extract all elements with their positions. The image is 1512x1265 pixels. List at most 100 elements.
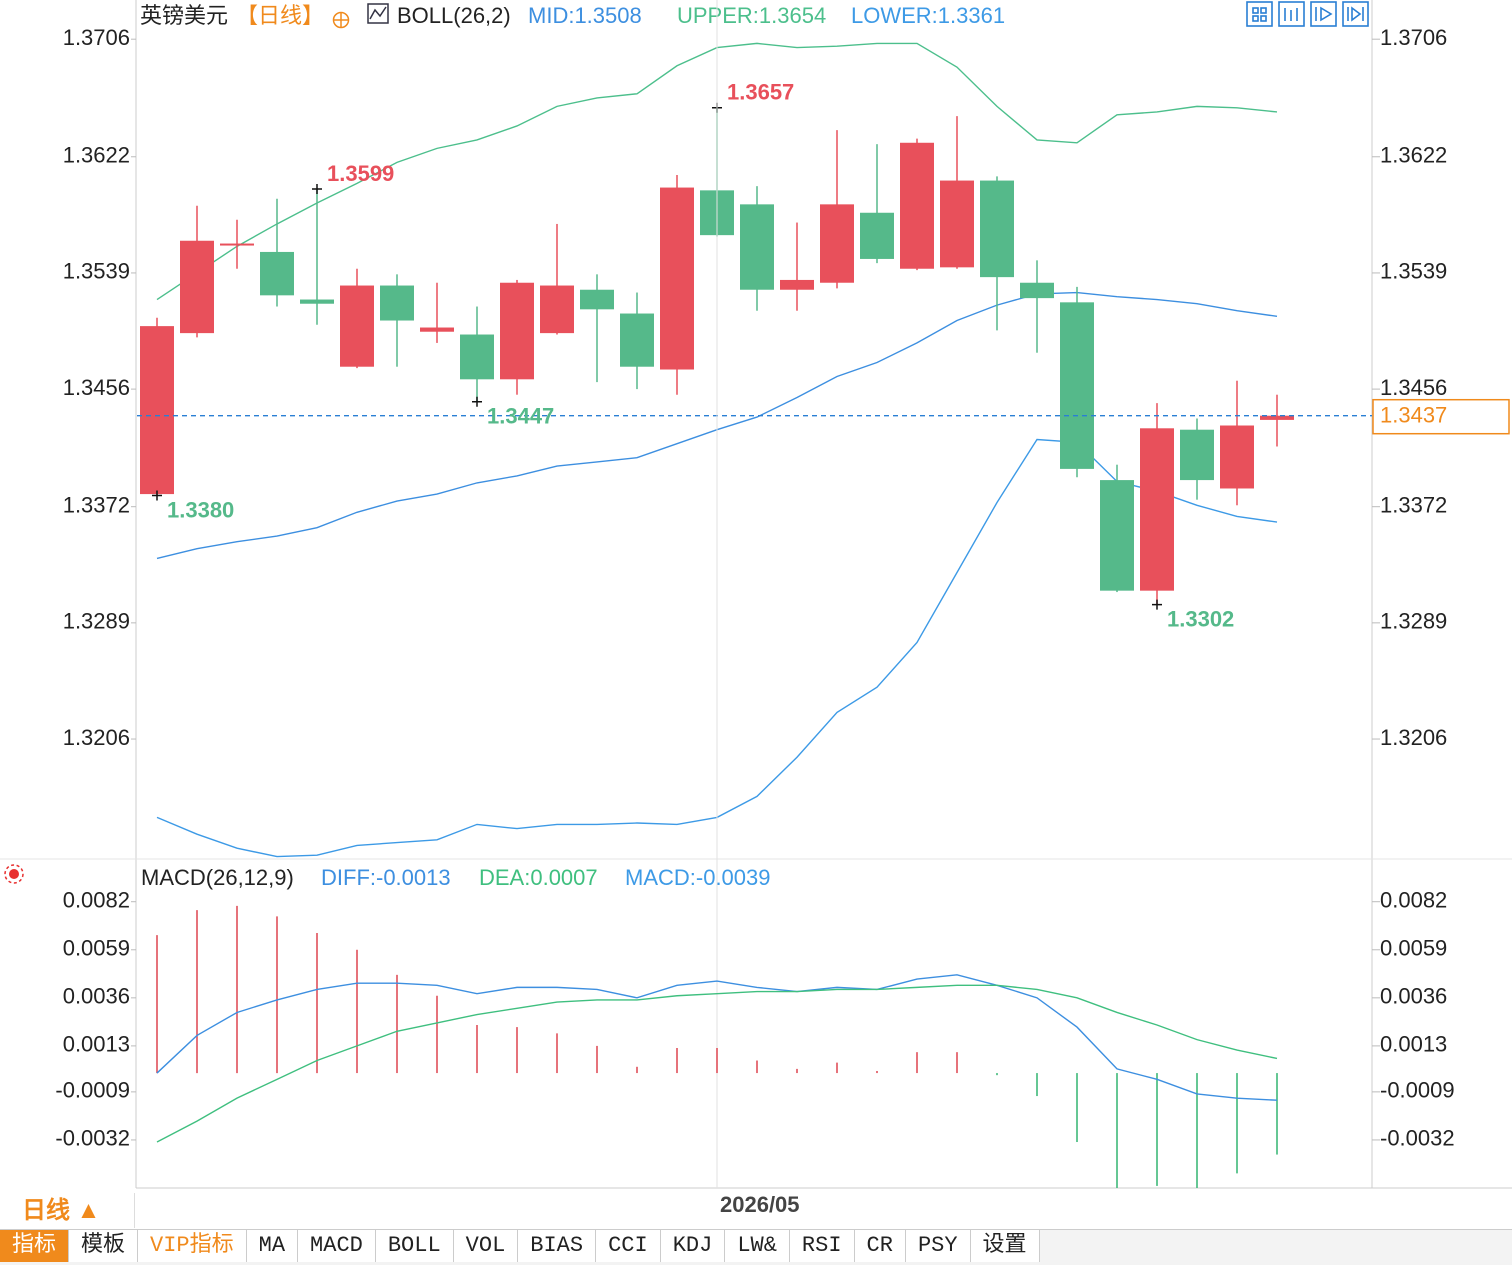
candle-body: [860, 212, 894, 259]
y-tick-label: 1.3289: [63, 609, 130, 634]
candle-body: [500, 282, 534, 380]
indicator-icon[interactable]: [367, 3, 389, 24]
indicator-title: BOLL(26,2): [397, 3, 511, 28]
legend-entry: UPPER:1.3654: [677, 3, 826, 28]
legend-entry: DIFF:-0.0013: [321, 865, 451, 890]
candle-body: [980, 180, 1014, 278]
legend-entry: MACD:-0.0039: [625, 865, 771, 890]
tab[interactable]: BIAS: [518, 1230, 597, 1262]
current-price-label: 1.3437: [1380, 403, 1447, 428]
y-tick-label-right: 1.3539: [1380, 259, 1447, 284]
y-tick-label: 0.0059: [63, 936, 130, 961]
tab[interactable]: RSI: [789, 1230, 855, 1262]
indicator-line: [156, 984, 1278, 1143]
y-tick-label: 1.3622: [63, 143, 130, 168]
y-tick-label-right: 1.3706: [1380, 25, 1447, 50]
extreme-marker: [1152, 599, 1162, 610]
tab[interactable]: MA: [246, 1230, 299, 1262]
extreme-marker: [312, 183, 322, 194]
extreme-label: 1.3447: [487, 404, 554, 429]
toolbar-icons[interactable]: [1246, 1, 1369, 27]
candle-body: [340, 285, 374, 367]
indicator-line: [156, 974, 1278, 1101]
candle-body: [780, 279, 814, 290]
candle-body: [740, 204, 774, 290]
candle-body: [300, 299, 334, 304]
legend-entry: DEA:0.0007: [479, 865, 598, 890]
extreme-label: 1.3302: [1167, 606, 1234, 631]
legend-entry: LOWER:1.3361: [851, 3, 1005, 28]
y-tick-label-right: 0.0059: [1380, 936, 1447, 961]
candle-body: [1060, 302, 1094, 469]
y-tick-label-right: 1.3206: [1380, 725, 1447, 750]
y-tick-label-right: -0.0009: [1380, 1078, 1455, 1103]
y-tick-label: 0.0082: [63, 888, 130, 913]
candle-body: [460, 334, 494, 380]
candle-body: [1020, 282, 1054, 299]
y-tick-label-right: 1.3289: [1380, 609, 1447, 634]
y-tick-label: 1.3372: [63, 492, 130, 517]
candle-body: [900, 142, 934, 269]
extreme-label: 1.3599: [327, 161, 394, 186]
candle-body: [180, 240, 214, 334]
y-tick-label: 1.3456: [63, 375, 130, 400]
tab[interactable]: CCI: [596, 1230, 661, 1262]
y-tick-label-right: 1.3622: [1380, 143, 1447, 168]
y-tick-label: 1.3706: [63, 25, 130, 50]
candle-body: [1260, 415, 1294, 420]
extreme-label: 1.3380: [167, 497, 234, 522]
candle-body: [220, 243, 254, 246]
tab[interactable]: VOL: [453, 1230, 519, 1262]
tab[interactable]: 指标: [0, 1230, 70, 1262]
extreme-marker: [472, 396, 482, 407]
tab[interactable]: KDJ: [660, 1230, 726, 1262]
extreme-marker: [152, 490, 162, 501]
tab[interactable]: VIP指标: [138, 1230, 247, 1262]
y-tick-label: 1.3539: [63, 259, 130, 284]
macd-title: MACD(26,12,9): [141, 865, 294, 890]
candle-body: [380, 285, 414, 321]
candle-body: [620, 313, 654, 367]
y-tick-label: -0.0009: [55, 1078, 130, 1103]
x-tick-label: 2026/05: [720, 1192, 800, 1217]
candle-body: [260, 251, 294, 296]
tab[interactable]: MACD: [298, 1230, 376, 1262]
y-tick-label-right: 0.0036: [1380, 984, 1447, 1009]
tab[interactable]: 设置: [970, 1230, 1040, 1262]
y-tick-label-right: 0.0013: [1380, 1032, 1447, 1057]
candle-body: [1100, 480, 1134, 591]
tab[interactable]: PSY: [905, 1230, 971, 1262]
candle-body: [420, 327, 454, 332]
tab[interactable]: 模板: [69, 1230, 139, 1262]
candle-body: [1180, 429, 1214, 481]
y-tick-label: 0.0013: [63, 1032, 130, 1057]
candle-body: [1220, 425, 1254, 489]
period-title: 【日线】: [236, 3, 324, 28]
indicator-tabs: 指标 模板 VIP指标 MA MACD BOLL VOL BIAS CCI KDJ LW& RSI CR…: [0, 1229, 1512, 1265]
candle-body: [660, 187, 694, 370]
extreme-label: 1.3657: [727, 80, 794, 105]
y-tick-label-right: 1.3456: [1380, 375, 1447, 400]
y-tick-label-right: 1.3372: [1380, 492, 1447, 517]
y-tick-label-right: 0.0082: [1380, 888, 1447, 913]
legend-entry: MID:1.3508: [528, 3, 642, 28]
candle-body: [940, 180, 974, 268]
y-tick-label: 0.0036: [63, 984, 130, 1009]
tab[interactable]: CR: [854, 1230, 906, 1262]
candle-body: [820, 204, 854, 283]
chart: 英镑美元 【日线】 BOLL(26,2) MID:1.3508 UPPER:1.…: [0, 0, 1512, 1228]
y-tick-label-right: -0.0032: [1380, 1126, 1455, 1151]
candle-body: [580, 289, 614, 310]
y-tick-label: 1.3206: [63, 725, 130, 750]
symbol-title: 英镑美元: [140, 3, 228, 28]
candle-body: [540, 285, 574, 334]
background: [0, 0, 1512, 1228]
macd-settings-icon[interactable]: [4, 864, 24, 884]
add-icon[interactable]: [332, 11, 350, 29]
period-button[interactable]: 日线 ▲: [0, 1193, 135, 1228]
tab[interactable]: BOLL: [375, 1230, 454, 1262]
tab[interactable]: LW&: [725, 1230, 790, 1262]
y-tick-label: -0.0032: [55, 1126, 130, 1151]
candle-body: [1140, 428, 1174, 591]
